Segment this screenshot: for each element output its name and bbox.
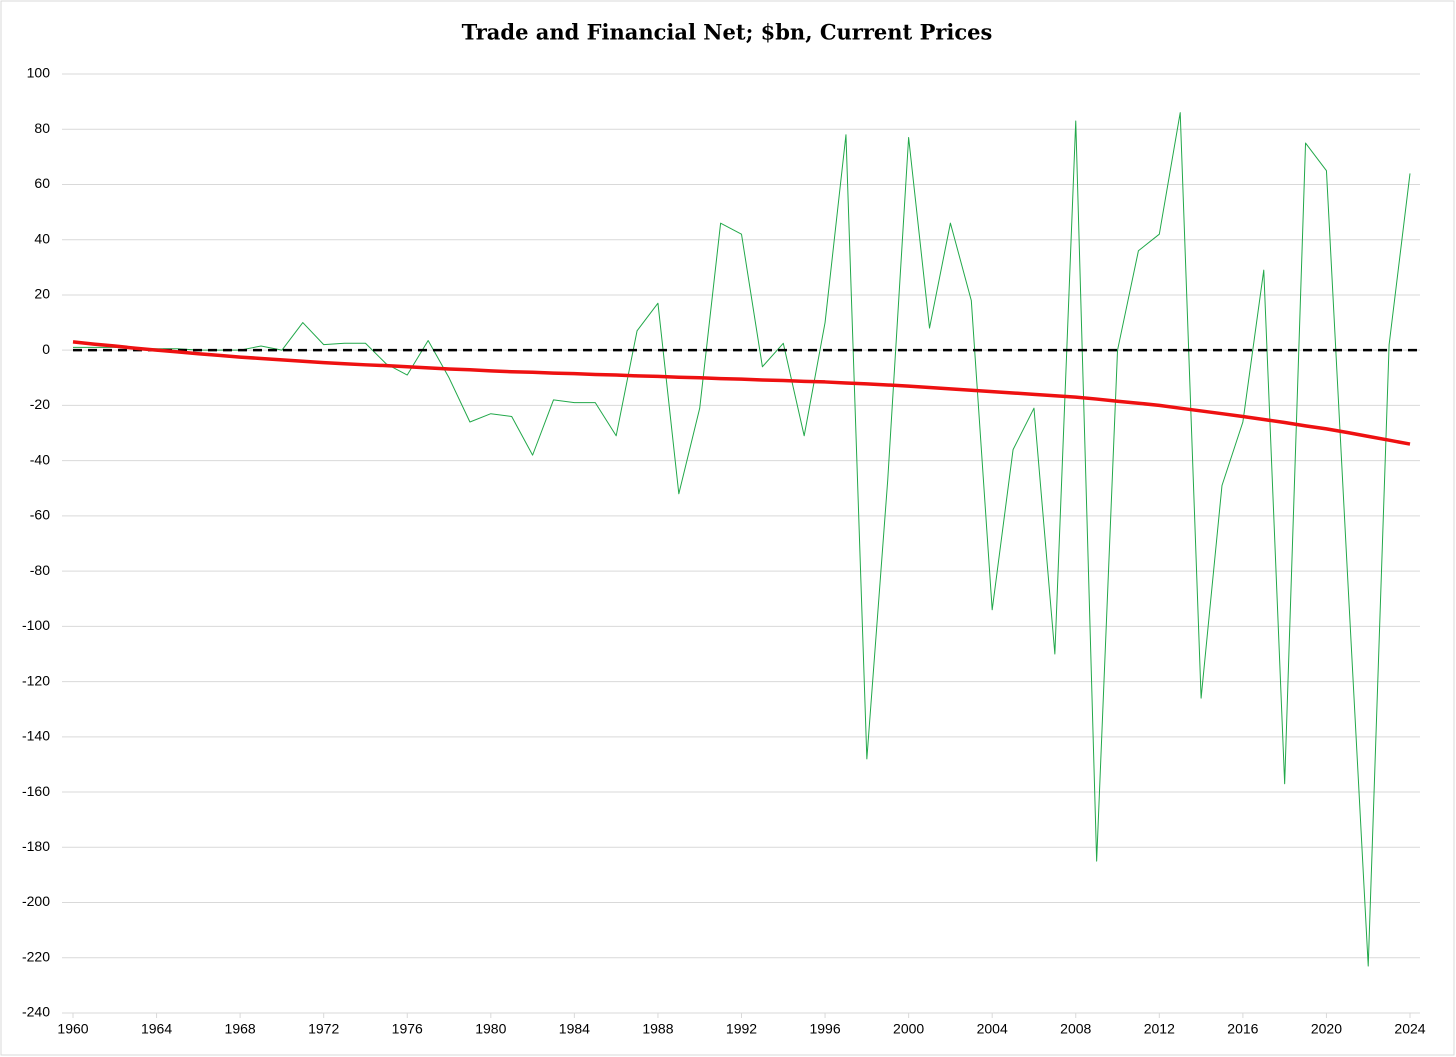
chart-title: Trade and Financial Net; $bn, Current Pr…: [462, 20, 993, 45]
x-tick-label: 1984: [559, 1021, 590, 1037]
y-tick-label: -100: [22, 617, 50, 633]
x-tick-label: 1964: [141, 1021, 172, 1037]
y-tick-label: 100: [27, 65, 51, 81]
y-tick-label: -240: [22, 1004, 50, 1020]
x-tick-label: 2004: [977, 1021, 1008, 1037]
x-tick-label: 2024: [1394, 1021, 1425, 1037]
x-tick-label: 2008: [1060, 1021, 1091, 1037]
y-tick-label: 60: [34, 175, 50, 191]
x-tick-label: 1972: [308, 1021, 339, 1037]
x-tick-label: 2000: [893, 1021, 924, 1037]
x-tick-label: 1968: [225, 1021, 256, 1037]
x-tick-label: 1960: [57, 1021, 88, 1037]
x-tick-label: 1996: [809, 1021, 840, 1037]
y-tick-label: -20: [30, 396, 50, 412]
y-tick-label: 80: [34, 120, 50, 136]
y-tick-label: -40: [30, 451, 50, 467]
x-tick-label: 2012: [1144, 1021, 1175, 1037]
y-tick-label: -60: [30, 507, 50, 523]
y-tick-label: -200: [22, 893, 50, 909]
x-tick-label: 1980: [475, 1021, 506, 1037]
y-tick-label: -160: [22, 783, 50, 799]
x-tick-label: 2020: [1311, 1021, 1342, 1037]
series-line: [72, 340, 1411, 446]
y-tick-label: -140: [22, 728, 50, 744]
x-tick-label: 1976: [392, 1021, 423, 1037]
y-tick-label: 40: [34, 230, 50, 246]
y-tick-label: -80: [30, 562, 50, 578]
x-tick-label: 1992: [726, 1021, 757, 1037]
y-tick-label: -120: [22, 672, 50, 688]
series-line: [73, 112, 1411, 967]
y-tick-label: -220: [22, 948, 50, 964]
y-tick-label: 20: [34, 286, 50, 302]
x-tick-label: 2016: [1227, 1021, 1258, 1037]
y-tick-label: 0: [42, 341, 50, 357]
y-tick-label: -180: [22, 838, 50, 854]
x-tick-label: 1988: [642, 1021, 673, 1037]
